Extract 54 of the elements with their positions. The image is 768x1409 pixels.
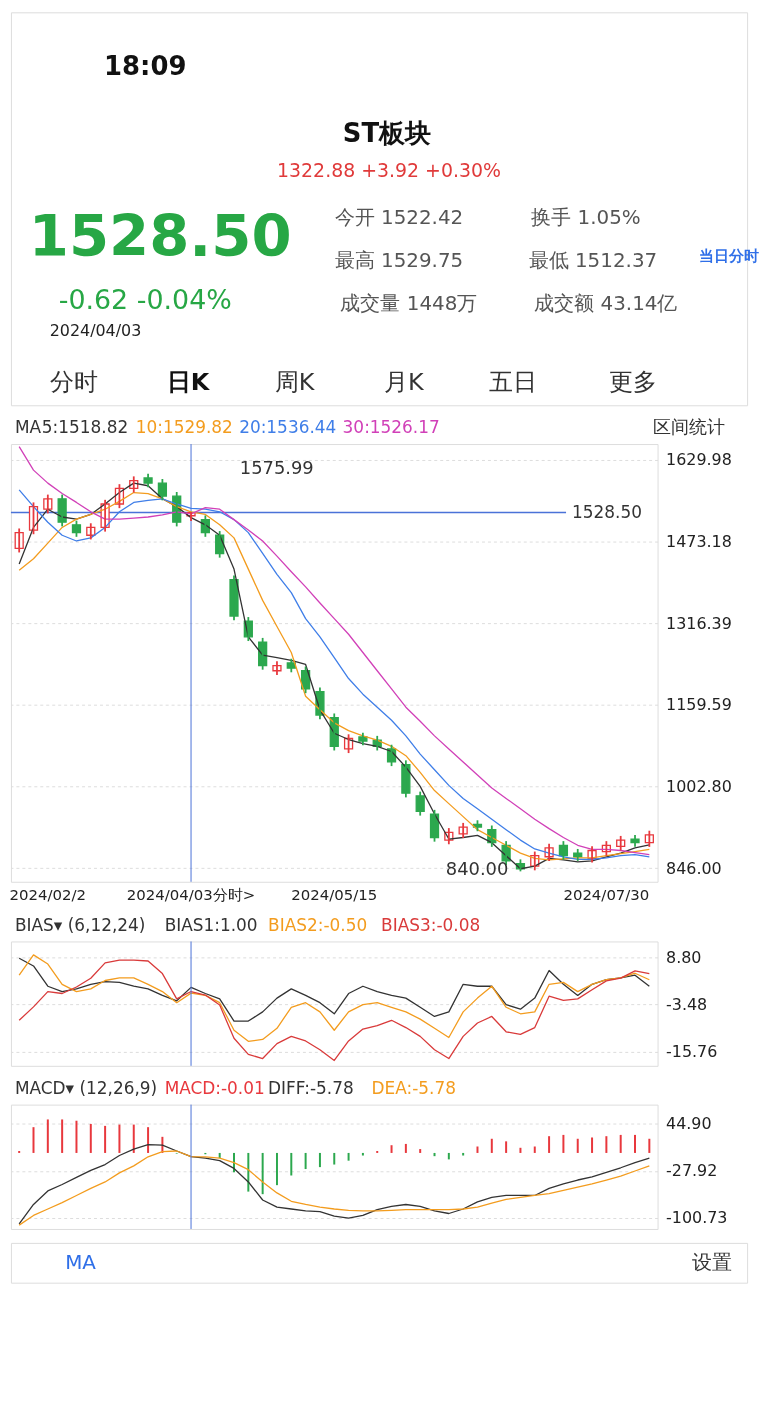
text: 5:1518.82 [41, 417, 129, 438]
y-tick-label: -100.73 [666, 1208, 728, 1228]
text: BIAS1:1.00 [164, 914, 258, 935]
text: 周K [274, 368, 316, 397]
text: 设置 [692, 1250, 733, 1274]
text: 最高 1529.75 [334, 248, 464, 272]
text: 成交量 1448万 [340, 291, 478, 315]
y-tick-label: -3.48 [666, 995, 708, 1014]
y-tick-label: 44.90 [666, 1114, 712, 1134]
text: 20:1536.44 [239, 417, 337, 438]
text: 日K [166, 368, 211, 397]
text: ST板块 [342, 117, 432, 148]
text: 更多 [608, 368, 657, 397]
text: 当日分时 [699, 247, 760, 266]
text: DEA:-5.78 [371, 1077, 456, 1098]
y-tick-label: 846.00 [666, 858, 722, 878]
text: 五日 [489, 368, 538, 397]
ref-line-label: 1528.50 [572, 501, 642, 522]
text: BIAS3:-0.08 [381, 914, 481, 935]
x-tick-label: 2024/02/2 [9, 886, 87, 905]
text: 1528.50 [28, 202, 292, 271]
text: 最低 1512.37 [528, 248, 658, 272]
text: 10:1529.82 [135, 417, 233, 438]
y-tick-label: -27.92 [666, 1161, 718, 1181]
y-tick-label: 1473.18 [666, 531, 732, 551]
text: 1322.88 +3.92 +0.30% [277, 159, 501, 182]
annotation: 840.00 [445, 857, 509, 879]
y-tick-label: 8.80 [666, 948, 702, 968]
series-label: MACD:-0.01 [164, 1077, 265, 1098]
text: 今开 1522.42 [334, 206, 464, 230]
text: -0.62 -0.04% [58, 283, 232, 315]
text: 成交额 43.14亿 [534, 291, 678, 315]
text: 分时 [49, 368, 98, 397]
y-tick-label: 1629.98 [666, 450, 732, 470]
x-tick-label: 2024/05/15 [291, 886, 378, 905]
text: 18:09 [104, 50, 187, 81]
chart-title: MA [14, 417, 42, 438]
text: 2024/04/03 [49, 320, 142, 340]
text: 换手 1.05% [531, 206, 641, 230]
y-tick-label: -15.76 [666, 1041, 718, 1061]
y-tick-label: 1316.39 [666, 613, 732, 633]
chart-title: BIAS▾ (6,12,24) [14, 914, 146, 935]
text: DIFF:-5.78 [268, 1077, 354, 1098]
annotation: 1575.99 [239, 456, 314, 478]
text: 月K [384, 368, 426, 397]
y-tick-label: 1159.59 [666, 695, 732, 715]
text: BIAS2:-0.50 [268, 914, 368, 935]
x-tick-label: 2024/04/03分时> [126, 886, 256, 905]
y-tick-label: 1002.80 [666, 777, 732, 796]
text: MA [65, 1250, 97, 1274]
text: 区间统计 [653, 416, 726, 438]
text: 30:1526.17 [342, 417, 440, 438]
x-tick-label: 2024/07/30 [563, 886, 650, 905]
chart-title: MACD▾ (12,26,9) [14, 1077, 158, 1098]
